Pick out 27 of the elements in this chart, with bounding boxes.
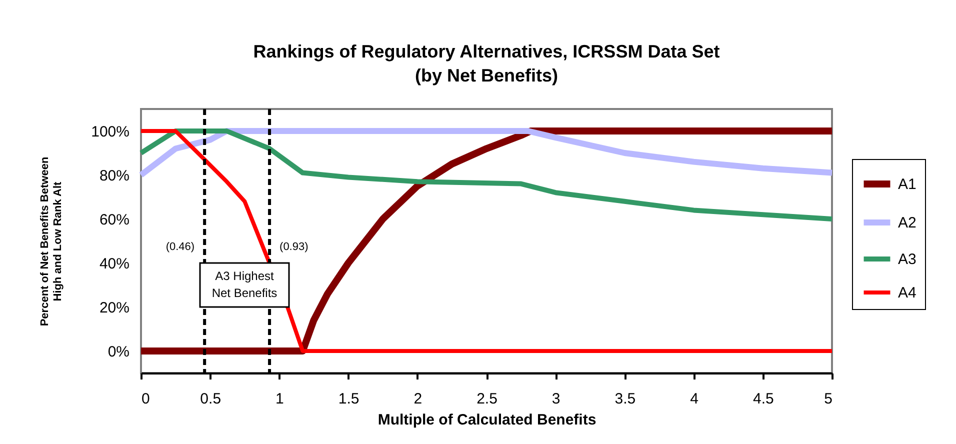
x-axis-title: Multiple of Calculated Benefits	[378, 412, 596, 428]
x-tick-label: 4	[690, 390, 698, 408]
x-tick-label: 5	[824, 390, 832, 408]
x-tick-label: 1.5	[338, 390, 360, 408]
legend-label: A4	[898, 284, 916, 302]
y-tick-label: 0%	[108, 344, 130, 360]
legend-label: A2	[898, 214, 916, 232]
ref-line-label: (0.46)	[166, 241, 195, 253]
annotation: A3 Highest Net Benefits	[212, 269, 278, 300]
y-tick-label: 20%	[99, 300, 130, 316]
x-tick-label: 2.5	[476, 390, 498, 408]
x-tick-label: 3	[552, 390, 560, 408]
chart-title: Rankings of Regulatory Alternatives, ICRSSM Data Set (by Net Benefits)	[253, 42, 720, 86]
x-tick-label: 0.5	[200, 390, 222, 408]
y-axis-title: Percent of Net Benefits Between High and Low Rank Alt	[39, 156, 64, 326]
x-tick-label: 2	[414, 390, 422, 408]
legend-label: A3	[898, 251, 916, 268]
ref-line-label: (0.93)	[280, 241, 308, 253]
y-tick-label: 100%	[91, 124, 130, 140]
x-tick-label: 3.5	[614, 390, 636, 408]
x-tick-label: 4.5	[752, 390, 774, 408]
y-tick-label: 40%	[99, 256, 130, 272]
y-tick-label: 80%	[99, 168, 130, 184]
legend-label: A1	[898, 176, 916, 193]
x-tick-label: 1	[276, 390, 284, 408]
x-tick-label: 0	[142, 390, 150, 408]
y-tick-label: 60%	[99, 212, 130, 228]
